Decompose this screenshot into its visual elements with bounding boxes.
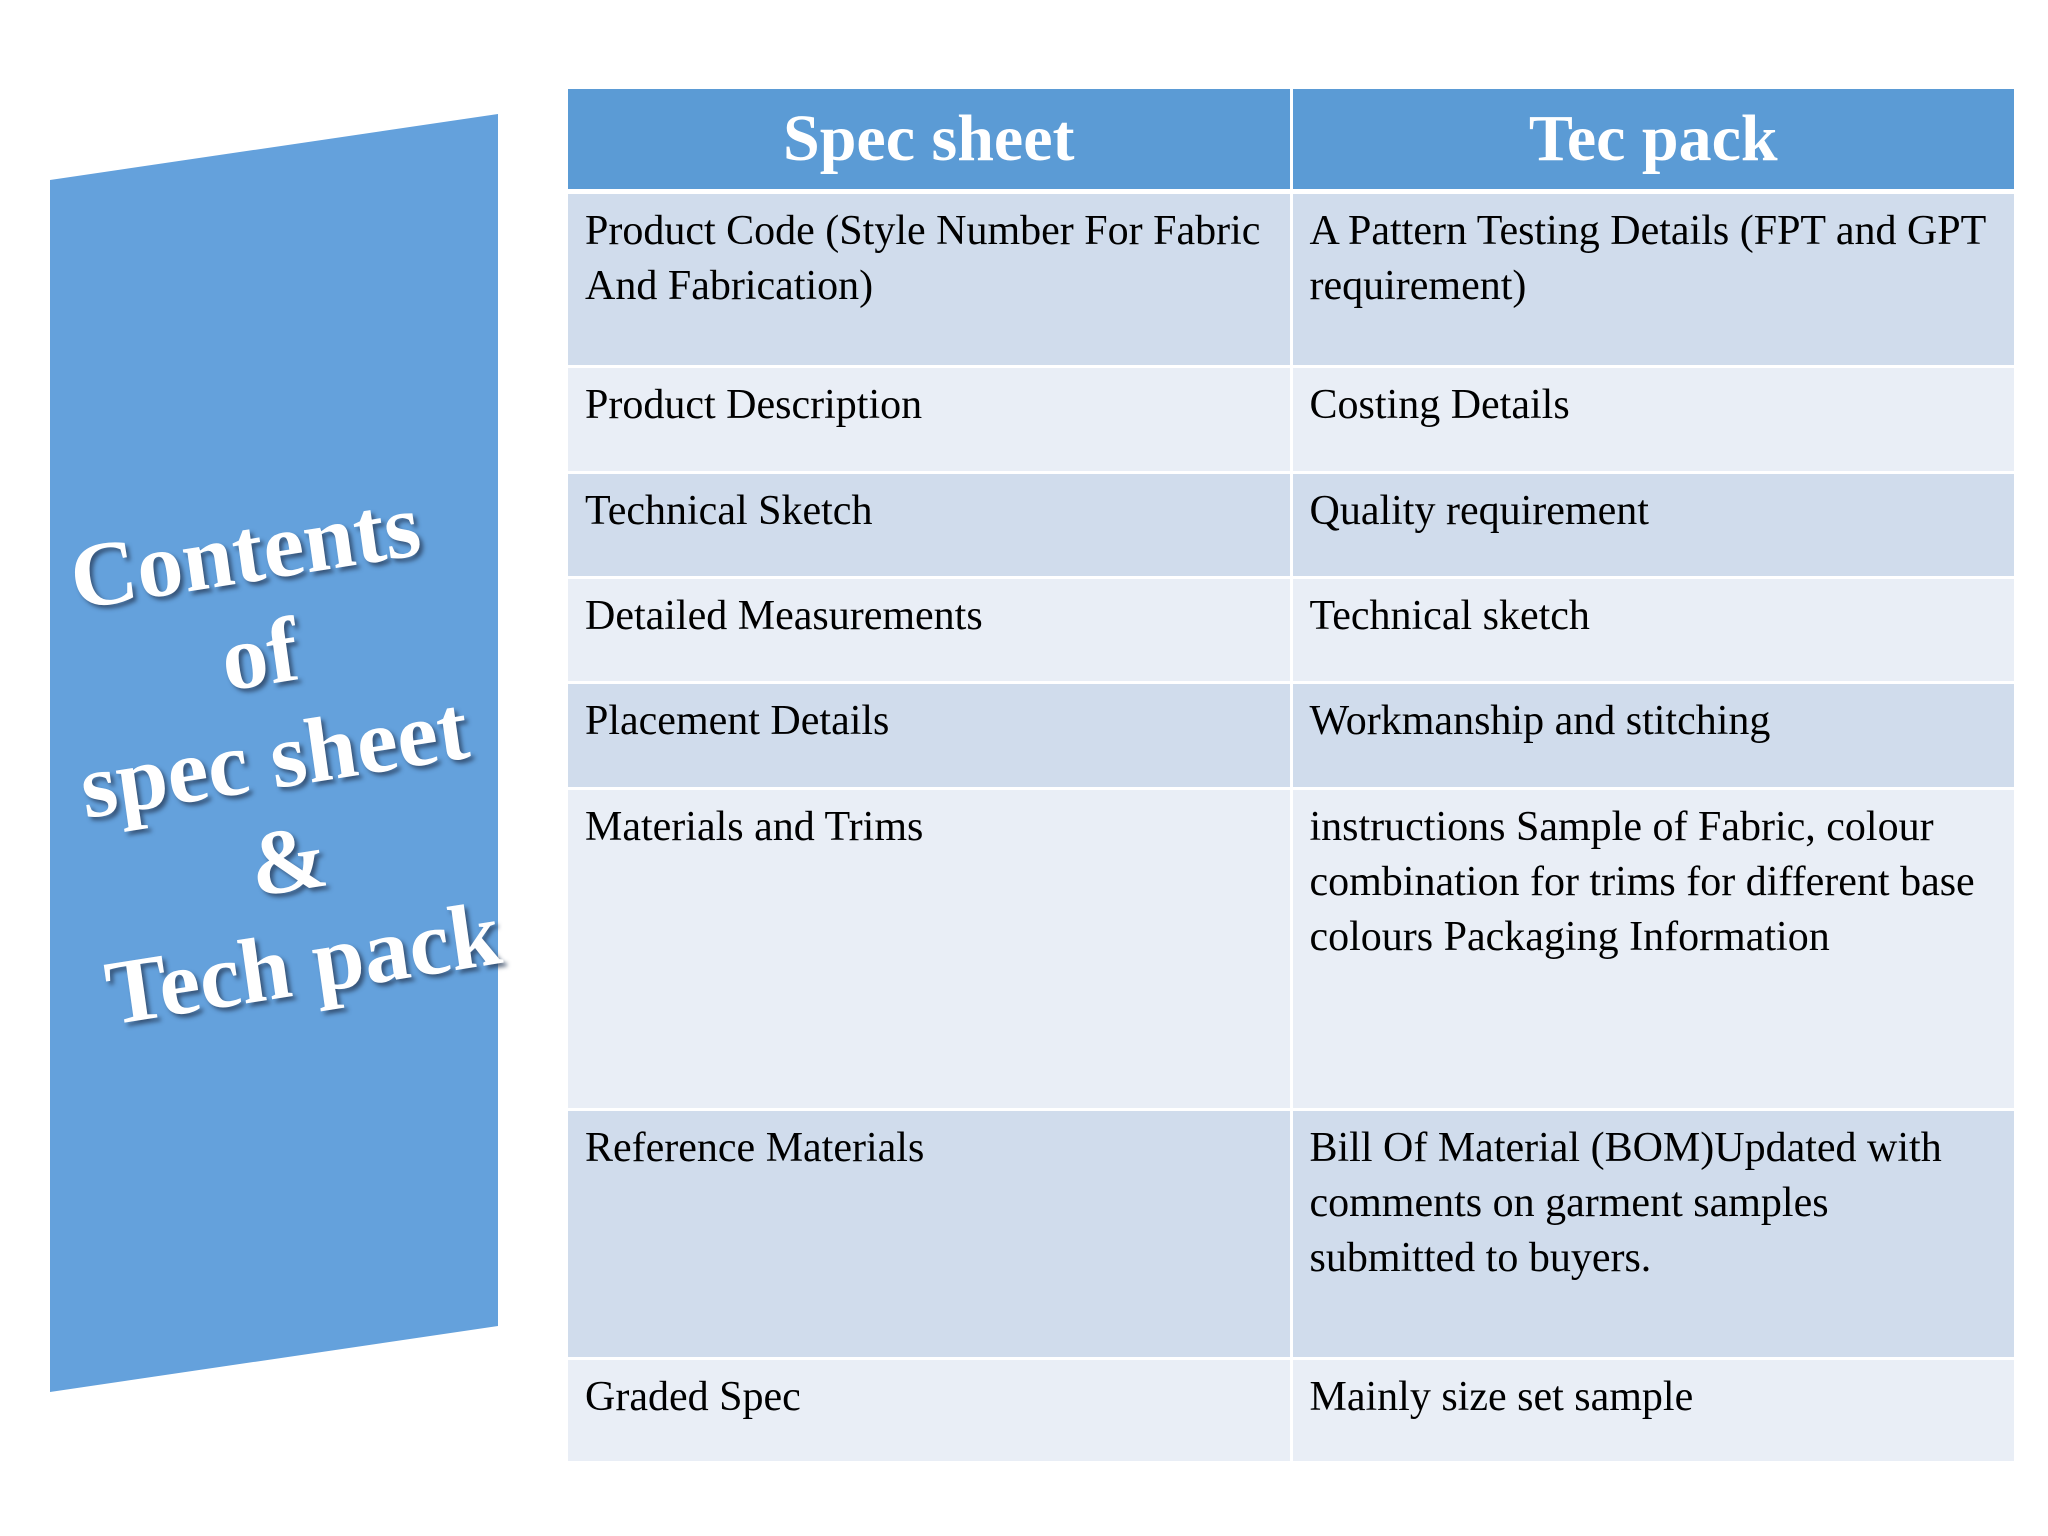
header-row: Spec sheet Tec pack (568, 89, 2014, 194)
table-row: Technical Sketch Quality requirement (568, 472, 2014, 579)
tec-pack-cell: A Pattern Testing Details (FPT and GPT r… (1289, 191, 2014, 368)
spec-sheet-cell: Reference Materials (568, 1109, 1291, 1360)
tec-pack-cell: Workmanship and stitching (1289, 682, 2014, 790)
table-row: Reference Materials Bill Of Material (BOM… (568, 1109, 2014, 1360)
spec-sheet-cell: Placement Details (568, 682, 1291, 790)
tec-pack-cell: Bill Of Material (BOM)Updated with comme… (1289, 1109, 2014, 1360)
table-row: Product Description Costing Details (568, 366, 2014, 474)
spec-sheet-cell: Technical Sketch (568, 472, 1291, 579)
table-row: Product Code (Style Number For Fabric An… (568, 191, 2014, 368)
tec-pack-cell: instructions Sample of Fabric, colour co… (1289, 788, 2014, 1111)
table-row: Placement Details Workmanship and stitchi… (568, 682, 2014, 790)
table-row: Graded Spec Mainly size set sample (568, 1358, 2014, 1464)
tec-pack-cell: Technical sketch (1289, 577, 2014, 684)
tec-pack-cell: Mainly size set sample (1289, 1358, 2014, 1464)
spec-sheet-cell: Product Code (Style Number For Fabric An… (568, 191, 1291, 368)
column-header-spec-sheet: Spec sheet (568, 89, 1291, 194)
tec-pack-cell: Quality requirement (1289, 472, 2014, 579)
spec-sheet-cell: Materials and Trims (568, 788, 1291, 1111)
table-row: Materials and Trims instructions Sample o… (568, 788, 2014, 1111)
comparison-table: Spec sheet Tec pack Product Code (Style … (568, 89, 2014, 1464)
column-header-tec-pack: Tec pack (1289, 89, 2014, 194)
spec-sheet-cell: Detailed Measurements (568, 577, 1291, 684)
spec-sheet-cell: Product Description (568, 366, 1291, 474)
spec-sheet-cell: Graded Spec (568, 1358, 1291, 1464)
table-row: Detailed Measurements Technical sketch (568, 577, 2014, 684)
tec-pack-cell: Costing Details (1289, 366, 2014, 474)
side-panel-shape (50, 114, 498, 1392)
side-panel-title: Contents of spec sheet & Tech pack (41, 468, 507, 1045)
